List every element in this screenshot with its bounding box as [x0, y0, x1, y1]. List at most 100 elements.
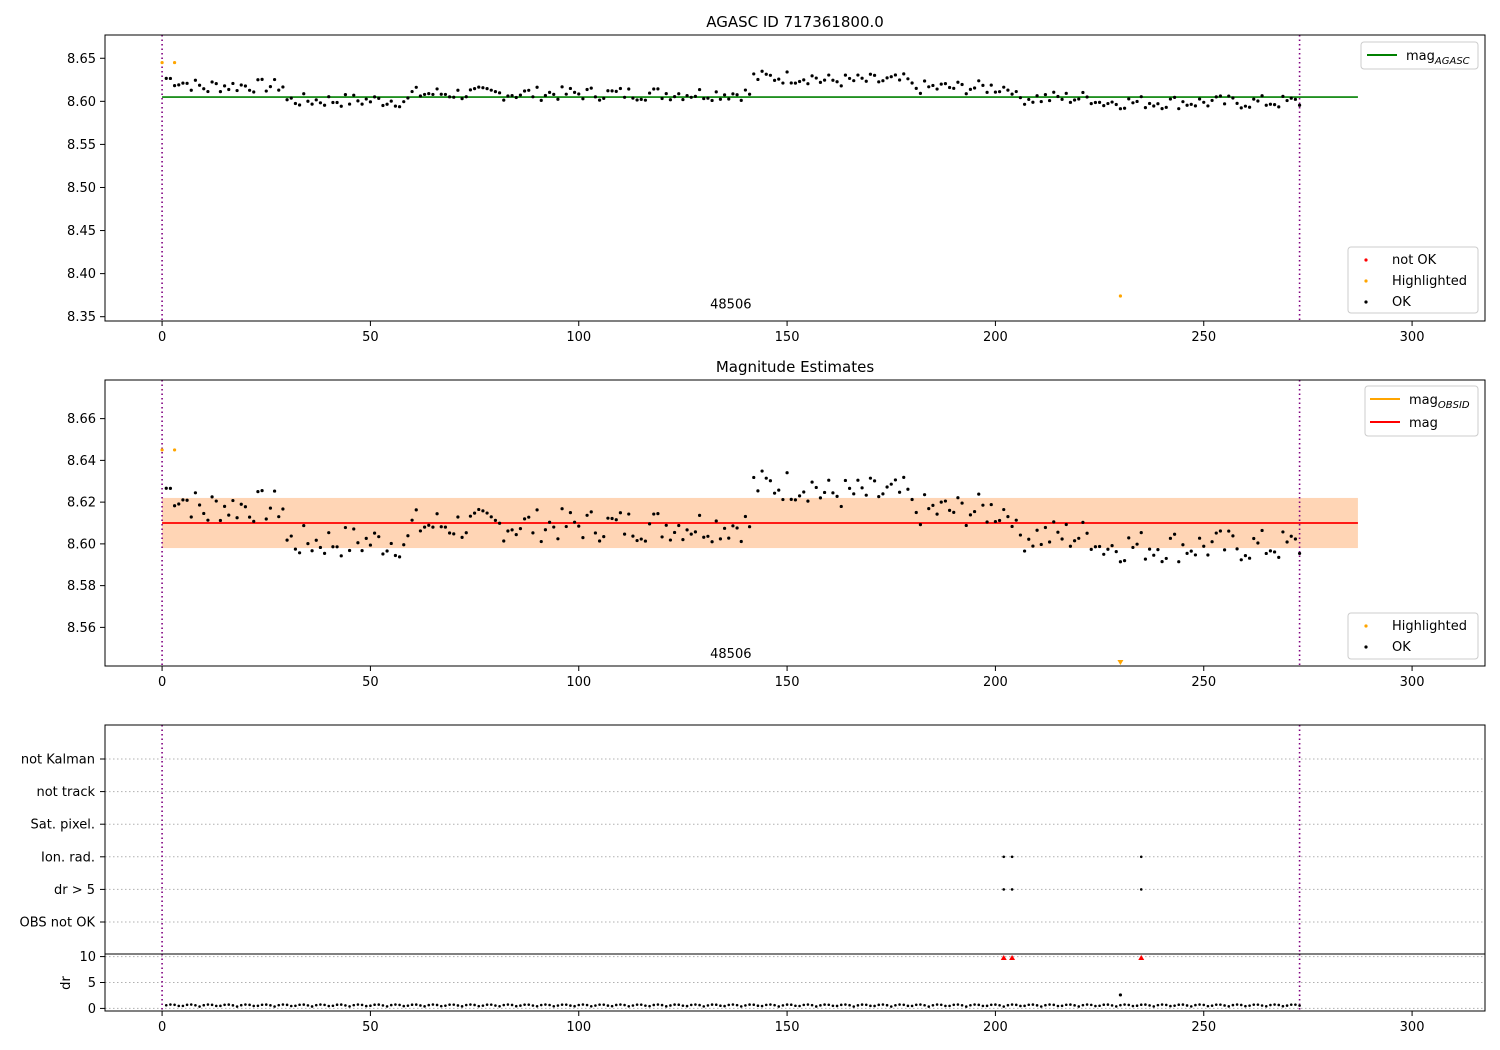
middle-legend-lower: Highlighted OK	[1347, 612, 1479, 660]
ok-point	[222, 84, 227, 88]
ok-point	[318, 545, 323, 550]
ok-point	[385, 102, 389, 106]
ok-point	[814, 76, 818, 80]
ok-point	[1068, 100, 1073, 104]
dr-point	[377, 1003, 381, 1006]
ok-point	[1264, 103, 1268, 107]
dr-point	[1164, 1003, 1168, 1007]
ok-point	[493, 518, 498, 523]
dr-point	[1119, 1003, 1122, 1007]
ok-point	[1206, 553, 1210, 557]
dr-point	[781, 1004, 785, 1007]
middle-y-axis: 8.56 8.58 8.60 8.62 8.64 8.66	[67, 412, 105, 636]
dr-point	[1056, 1004, 1060, 1008]
dr-point	[731, 1003, 735, 1006]
dr-point	[560, 1003, 564, 1006]
dr-point	[723, 1004, 726, 1008]
ok-point	[1093, 100, 1098, 105]
dr-point	[739, 1005, 743, 1008]
ok-point	[1143, 106, 1148, 110]
ok-point	[972, 509, 977, 514]
ok-point	[552, 525, 556, 529]
ok-point	[1231, 534, 1235, 538]
ok-point	[789, 497, 793, 501]
ok-point	[881, 79, 885, 83]
ok-point	[739, 98, 743, 102]
ok-point	[456, 515, 460, 519]
ok-point	[731, 92, 735, 96]
dr-point	[356, 1003, 360, 1006]
x-tick-label: 200	[983, 675, 1008, 690]
dr-point	[1185, 1004, 1189, 1007]
ok-point	[972, 86, 977, 90]
ok-point	[777, 77, 781, 81]
dr-point	[281, 1003, 285, 1006]
dr-point	[531, 1004, 535, 1007]
middle-legend-highlighted: Highlighted	[1392, 619, 1467, 634]
dr-point	[610, 1004, 614, 1008]
dr-point	[706, 1004, 710, 1007]
dr-point	[1118, 993, 1123, 997]
ok-point	[402, 100, 406, 104]
ok-point	[593, 95, 598, 99]
ok-point	[927, 85, 931, 89]
ok-point	[868, 72, 873, 76]
ok-point	[1114, 550, 1118, 554]
ok-point	[1285, 98, 1289, 103]
dr-point	[1019, 1004, 1022, 1008]
x-tick-label: 50	[362, 1020, 379, 1035]
dr-point	[873, 1004, 876, 1008]
dr-point	[677, 1003, 681, 1006]
ok-point	[606, 516, 610, 520]
ok-point	[318, 101, 323, 105]
ok-point	[164, 76, 168, 80]
ok-point	[1018, 96, 1023, 100]
ok-point	[985, 520, 989, 524]
ok-point	[410, 89, 414, 94]
ok-point	[664, 92, 668, 96]
ok-point	[677, 523, 681, 528]
dr-point	[1106, 1003, 1110, 1006]
offscale-marker	[1138, 955, 1145, 960]
ok-point	[1014, 518, 1018, 522]
ok-point	[1127, 97, 1131, 101]
dr-point	[489, 1003, 493, 1006]
x-tick-label: 300	[1400, 330, 1425, 345]
ok-point	[1022, 102, 1027, 106]
ok-point	[818, 496, 823, 500]
ok-point	[393, 553, 398, 558]
ok-point	[568, 86, 573, 91]
ok-point	[1064, 522, 1068, 527]
dr-point	[1102, 1003, 1106, 1007]
dr-point	[289, 1004, 293, 1008]
ok-point	[1131, 545, 1135, 550]
ok-point	[210, 495, 214, 499]
ok-point	[439, 525, 443, 529]
ok-point	[343, 525, 348, 530]
ok-point	[331, 100, 335, 105]
ok-point	[760, 469, 764, 473]
dr-point	[331, 1004, 335, 1008]
ok-point	[260, 489, 264, 493]
ok-point	[197, 503, 202, 507]
dr-point	[1285, 1004, 1289, 1007]
ok-point	[1260, 528, 1264, 533]
ok-point	[531, 95, 535, 99]
dr-point	[989, 1003, 993, 1007]
ok-point	[935, 87, 939, 91]
dr-point	[1006, 1003, 1010, 1007]
legend-mag-agasc: magAGASC	[1406, 49, 1470, 67]
ok-point	[627, 87, 631, 91]
ok-point	[585, 87, 589, 92]
dr-point	[1127, 1003, 1131, 1007]
ok-point	[656, 512, 660, 516]
ok-point	[689, 95, 693, 99]
ok-point	[1043, 92, 1048, 97]
dr-point	[756, 1004, 760, 1008]
ok-point	[277, 515, 281, 519]
dr-point	[469, 1003, 472, 1006]
dr-point	[944, 1004, 947, 1008]
dr-point	[360, 1003, 364, 1007]
ok-point	[1110, 100, 1114, 104]
flag-category-label: Ion. rad.	[41, 850, 95, 865]
